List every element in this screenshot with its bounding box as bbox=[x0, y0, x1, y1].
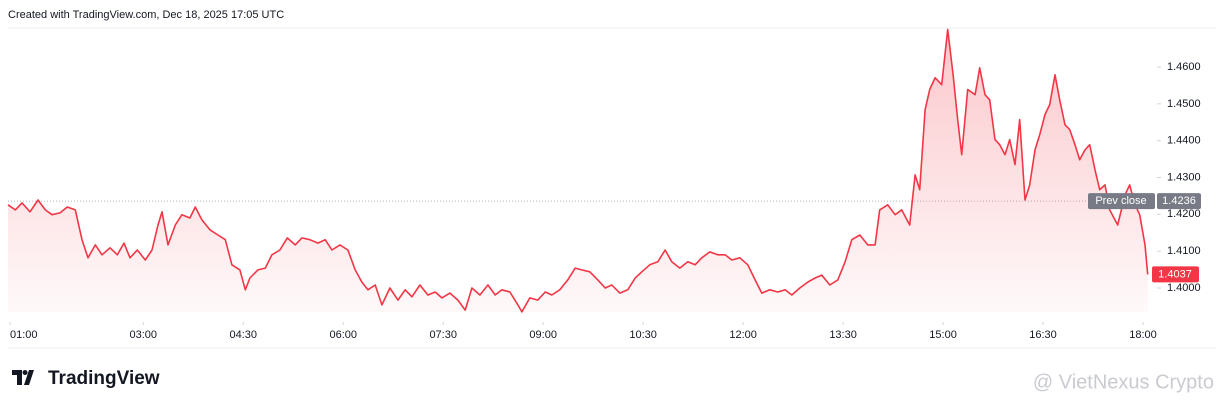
y-tick-label: 1.4200 bbox=[1167, 208, 1201, 220]
prev-close-value-box bbox=[1157, 193, 1201, 210]
prev-close-tag bbox=[1088, 193, 1155, 210]
x-tick-label: 12:00 bbox=[729, 329, 757, 341]
x-tick-label: 01:00 bbox=[10, 329, 38, 341]
y-tick-label: 1.4300 bbox=[1167, 171, 1201, 183]
x-tick-label: 18:00 bbox=[1129, 329, 1157, 341]
logo-icon bbox=[12, 370, 34, 385]
x-tick-label: 03:00 bbox=[130, 329, 158, 341]
logo-text: TradingView bbox=[48, 368, 160, 389]
x-tick-label: 16:30 bbox=[1029, 329, 1057, 341]
x-tick-label: 15:00 bbox=[929, 329, 957, 341]
x-tick-label: 13:30 bbox=[829, 329, 857, 341]
watermark: @ VietNexus Crypto bbox=[1033, 371, 1214, 393]
prev-close-name: Prev close bbox=[1095, 195, 1146, 207]
x-tick-label: 10:30 bbox=[629, 329, 657, 341]
x-tick-label: 09:00 bbox=[529, 329, 557, 341]
last-price-box bbox=[1152, 266, 1199, 283]
y-tick-label: 1.4400 bbox=[1167, 135, 1201, 147]
y-tick-label: 1.4600 bbox=[1167, 61, 1201, 73]
x-tick-label: 07:30 bbox=[429, 329, 457, 341]
logo: TradingView bbox=[12, 368, 160, 389]
price-line bbox=[7, 28, 1149, 313]
plot: 1.4000 1.4100 1.4200 1.4300 1.4400 1.4500 1.46… bbox=[7, 28, 1201, 341]
last-price-label: 1.4037 bbox=[1158, 268, 1192, 280]
header: Created with TradingView.com, Dec 18, 20… bbox=[8, 9, 284, 21]
prev-close-value: 1.4236 bbox=[1162, 195, 1196, 207]
y-tick-label: 1.4000 bbox=[1167, 282, 1201, 294]
y-tick-label: 1.4100 bbox=[1167, 245, 1201, 257]
y-tick-label: 1.4500 bbox=[1167, 98, 1201, 110]
area bbox=[8, 29, 1148, 312]
x-tick-label: 06:00 bbox=[329, 329, 357, 341]
x-tick-label: 04:30 bbox=[229, 329, 257, 341]
